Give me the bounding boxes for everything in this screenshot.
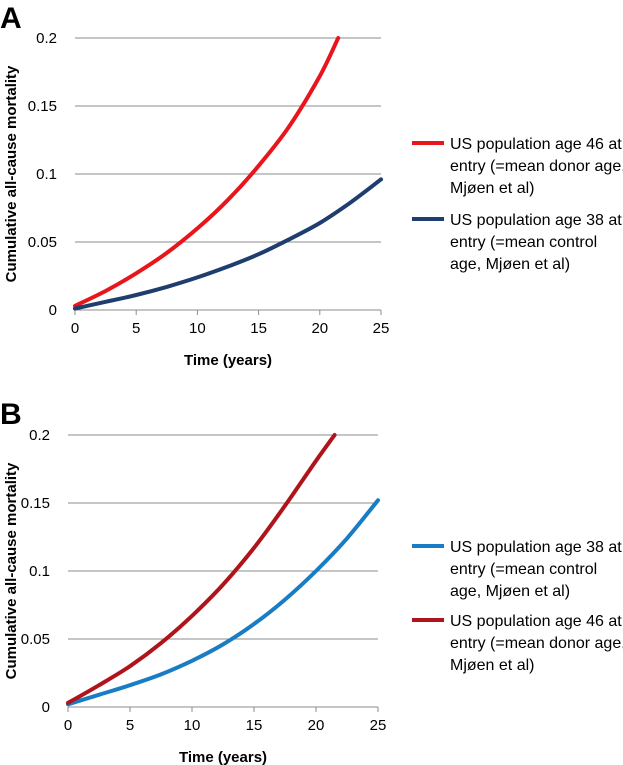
legend: US population age 38 at entry (=mean cont…: [412, 539, 623, 674]
legend-label: US population age 46 at: [450, 613, 622, 630]
series-line: [66, 498, 380, 707]
panel-label-b: B: [0, 398, 22, 431]
y-tick-label: 0.05: [21, 631, 50, 648]
y-ticks: 0 0.05 0.1 0.15 0.2: [28, 30, 57, 319]
legend-label: age, Mjøen et al): [450, 256, 570, 273]
x-tick-label: 0: [64, 717, 72, 734]
x-tick-label: 15: [250, 320, 267, 337]
y-tick-label: 0: [49, 302, 57, 319]
series-lines: [73, 36, 383, 311]
y-tick-label: 0.2: [36, 30, 57, 47]
y-tick-label: 0.1: [36, 166, 57, 183]
panel-a: A 0 5 10 15 20 25 0 0.05 0.1 0.15 0.2 Time (years…: [0, 2, 623, 369]
legend-label: US population age 38 at: [450, 539, 622, 556]
y-tick-label: 0.15: [28, 98, 57, 115]
legend-label: Mjøen et al): [450, 657, 534, 674]
series-line: [73, 177, 383, 311]
x-axis-title: Time (years): [179, 749, 267, 765]
legend-label: entry (=mean control: [450, 234, 597, 251]
panel-label-a: A: [0, 2, 22, 35]
x-ticks: 0 5 10 15 20 25: [71, 310, 390, 337]
y-tick-label: 0.15: [21, 495, 50, 512]
legend-label: US population age 46 at: [450, 136, 622, 153]
x-tick-label: 10: [184, 717, 201, 734]
y-tick-label: 0.05: [28, 234, 57, 251]
x-tick-label: 0: [71, 320, 79, 337]
legend-label: US population age 38 at: [450, 212, 622, 229]
series-line: [73, 36, 341, 308]
series-line: [66, 433, 337, 705]
x-ticks: 0 5 10 15 20 25: [64, 707, 387, 734]
y-tick-label: 0.2: [29, 427, 50, 444]
y-ticks: 0 0.05 0.1 0.15 0.2: [21, 427, 50, 716]
x-tick-label: 5: [132, 320, 140, 337]
legend-label: entry (=mean donor age,: [450, 158, 623, 175]
y-axis-title: Cumulative all-cause mortality: [3, 462, 20, 679]
x-tick-label: 20: [311, 320, 328, 337]
grid-lines: [68, 434, 378, 640]
legend: US population age 46 at entry (=mean dono…: [412, 136, 623, 273]
x-tick-label: 25: [370, 717, 387, 734]
grid-lines: [75, 37, 381, 243]
series-lines: [66, 433, 380, 707]
y-tick-label: 0: [42, 699, 50, 716]
x-tick-label: 5: [126, 717, 134, 734]
x-tick-label: 25: [373, 320, 390, 337]
panel-b: B 0 5 10 15 20 25 0 0.05 0.1 0.15 0.2 Time (years…: [0, 398, 623, 765]
x-tick-label: 10: [189, 320, 206, 337]
y-axis-title: Cumulative all-cause mortality: [3, 65, 20, 282]
legend-label: entry (=mean control: [450, 561, 597, 578]
x-axis-title: Time (years): [184, 352, 272, 369]
y-tick-label: 0.1: [29, 563, 50, 580]
x-tick-label: 15: [246, 717, 263, 734]
x-tick-label: 20: [308, 717, 325, 734]
legend-label: age, Mjøen et al): [450, 583, 570, 600]
legend-label: Mjøen et al): [450, 180, 534, 197]
legend-label: entry (=mean donor age,: [450, 635, 623, 652]
